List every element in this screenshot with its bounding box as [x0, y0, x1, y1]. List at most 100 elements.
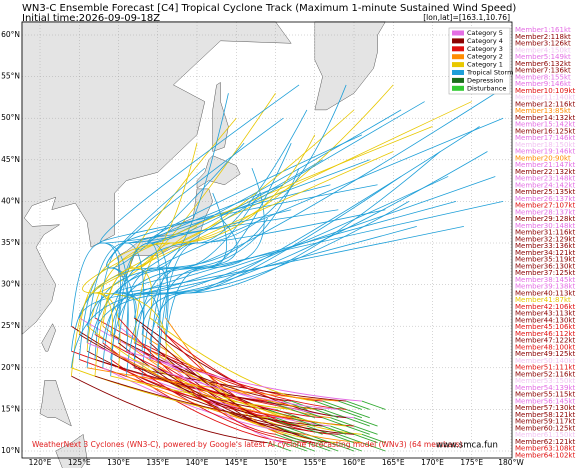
track-late	[133, 92, 496, 360]
member-entry: Member54:139kt	[515, 384, 575, 392]
member-entry: Member8:155kt	[515, 73, 571, 81]
track-early	[330, 433, 355, 444]
member-entry: Member5:149kt	[515, 53, 571, 61]
cursor-position: [lon,lat]=[163.1,10.76]	[423, 13, 510, 22]
member-entry: Member39:138kt	[515, 283, 575, 291]
member-entry: Member7:136kt	[515, 67, 571, 75]
track-early	[330, 442, 355, 452]
member-entry: Member35:119kt	[515, 256, 575, 264]
member-entry: Member12:116kt	[515, 100, 575, 108]
member-entry: Member2:118kt	[515, 33, 571, 41]
track-early	[322, 417, 347, 427]
legend-swatch	[452, 62, 464, 68]
legend-swatch	[452, 85, 464, 91]
member-entry: Member60:125kt	[515, 424, 575, 432]
track-intense	[141, 334, 331, 419]
member-entry: Member51:111kt	[515, 364, 575, 372]
lat-label: 55°N	[1, 72, 20, 81]
member-entry: Member38:145kt	[515, 276, 575, 284]
track-early	[275, 433, 300, 444]
landmass	[21, 21, 292, 336]
track-late	[78, 142, 245, 360]
track-intense	[157, 325, 300, 427]
title: WN3-C Ensemble Forecast [C4] Tropical Cy…	[22, 3, 516, 14]
member-entry: Member1:161kt	[515, 26, 571, 34]
track-late	[86, 209, 292, 343]
track-early	[346, 400, 370, 410]
track-intense	[126, 375, 362, 444]
track-early	[330, 417, 355, 427]
lat-label: 25°N	[1, 321, 20, 330]
track-early	[361, 442, 386, 452]
track-late	[94, 159, 370, 360]
lon-label: 165°E	[382, 458, 405, 467]
track-early	[283, 433, 308, 444]
member-entry: Member47:122kt	[515, 337, 575, 345]
track-intense	[94, 334, 323, 419]
track-late	[94, 143, 198, 377]
member-entry: Member62:121kt	[515, 438, 575, 446]
legend-swatch	[452, 77, 464, 83]
track-early	[314, 400, 339, 410]
track-early	[314, 442, 339, 452]
member-entry: Member18:150kt	[515, 141, 575, 149]
landmass	[314, 21, 386, 111]
track-early	[346, 425, 370, 435]
track-early	[338, 433, 362, 444]
member-entry: Member4:150kt	[515, 46, 571, 54]
track-intense	[79, 334, 355, 435]
lon-label: 145°E	[225, 458, 248, 467]
track-early	[291, 417, 315, 427]
member-entry: Member16:125kt	[515, 127, 575, 135]
landmass	[212, 81, 229, 152]
member-entry: Member26:137kt	[515, 195, 575, 203]
initial-time: Initial time:2026-09-09-18Z	[22, 13, 160, 24]
member-entry: Member50:140kt	[515, 357, 575, 365]
lat-label: 40°N	[1, 196, 20, 205]
member-entry: Member52:116kt	[515, 370, 575, 378]
member-entry: Member46:112kt	[515, 330, 575, 338]
track-late	[148, 184, 284, 368]
track-late	[133, 109, 355, 343]
track-early	[338, 400, 362, 410]
track-intense	[86, 342, 339, 410]
lon-label: 175°E	[460, 458, 483, 467]
track-early	[291, 408, 315, 419]
legend-label: Category 4	[467, 37, 503, 45]
track-late	[118, 109, 402, 327]
track-late	[102, 93, 276, 327]
track-late	[116, 201, 504, 335]
member-entry: Member32:129kt	[515, 235, 575, 243]
lon-label: 150°E	[264, 458, 287, 467]
track-late	[140, 201, 457, 352]
lat-label: 10°N	[1, 446, 20, 455]
track-late	[71, 209, 339, 327]
member-entry: Member45:106kt	[515, 323, 575, 331]
track-early	[298, 433, 323, 444]
legend-label: Category 3	[467, 45, 503, 53]
member-entry: Member19:146kt	[515, 148, 575, 156]
axes: 120°E 125°E 130°E 135°E 140°E 145°E 150°E 155°E…	[1, 30, 524, 467]
track-intense	[157, 367, 300, 435]
land	[21, 21, 386, 468]
member-entry: Member63:108kt	[515, 445, 575, 453]
tracks	[71, 84, 504, 452]
track-early	[283, 442, 308, 452]
member-entry: Member6:132kt	[515, 60, 571, 68]
track-early	[267, 400, 292, 410]
track-intense	[141, 325, 331, 444]
member-entry: Member33:136kt	[515, 242, 575, 250]
track-intense	[149, 317, 315, 402]
member-entry: Member41:87kt	[515, 296, 571, 304]
track-late	[106, 167, 206, 352]
member-entry: Member64:102kt	[515, 451, 575, 459]
track-early	[361, 400, 386, 410]
member-entry: Member21:147kt	[515, 161, 575, 169]
track-early	[353, 433, 378, 444]
track-early	[275, 425, 300, 435]
legend-label: Depression	[467, 76, 503, 84]
track-early	[283, 400, 308, 410]
track-early	[346, 408, 370, 419]
track-intense	[102, 342, 307, 444]
